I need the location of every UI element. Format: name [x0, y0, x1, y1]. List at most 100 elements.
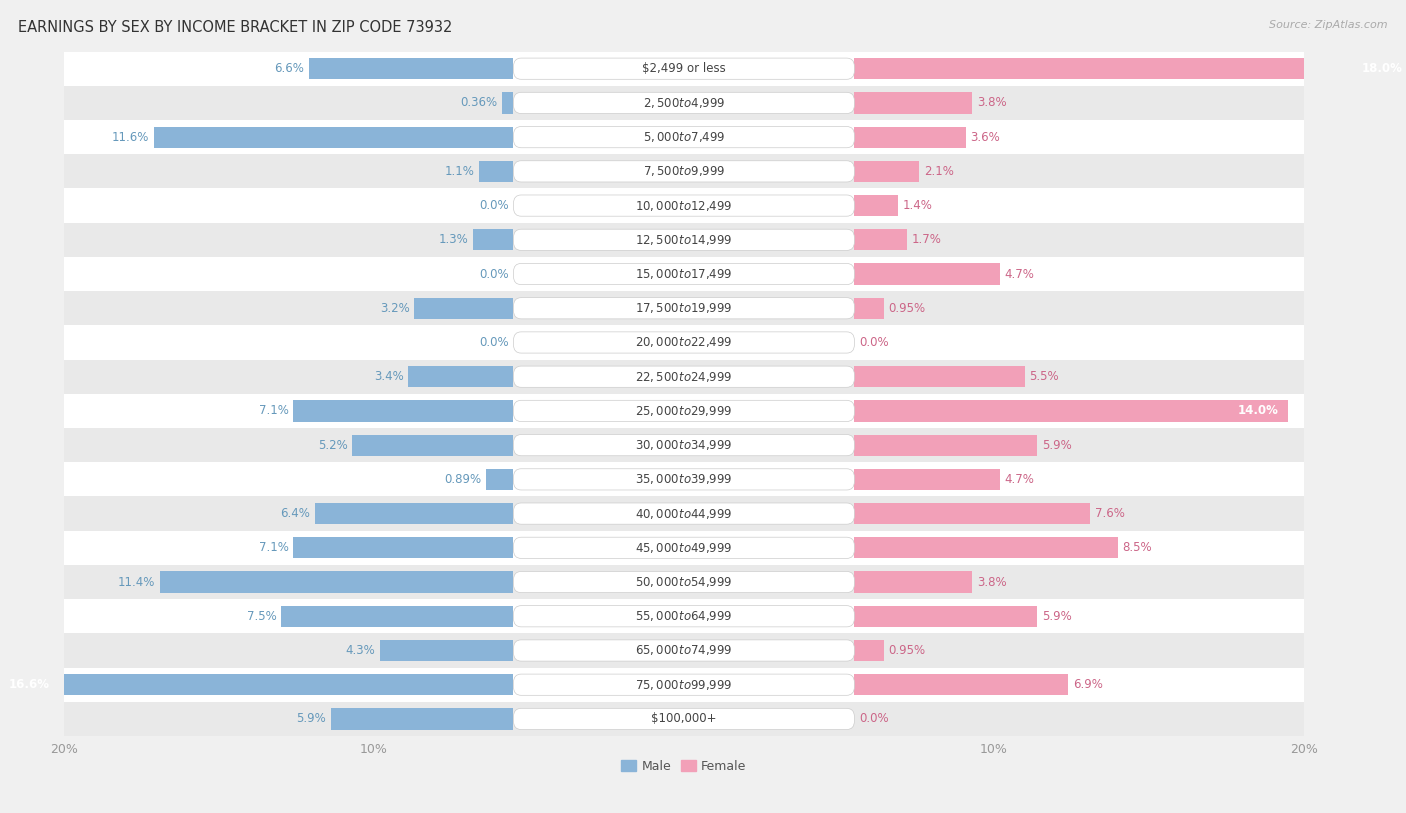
FancyBboxPatch shape: [513, 366, 855, 387]
Bar: [65, 667, 1303, 702]
Bar: [855, 503, 1090, 524]
Text: $5,000 to $7,499: $5,000 to $7,499: [643, 130, 725, 144]
FancyBboxPatch shape: [513, 127, 855, 148]
Bar: [855, 366, 1025, 387]
Text: 0.0%: 0.0%: [859, 712, 889, 725]
Bar: [855, 434, 1038, 456]
FancyBboxPatch shape: [513, 332, 855, 353]
Text: $40,000 to $44,999: $40,000 to $44,999: [636, 506, 733, 520]
Bar: [294, 537, 513, 559]
Text: $100,000+: $100,000+: [651, 712, 717, 725]
FancyBboxPatch shape: [513, 263, 855, 285]
Bar: [65, 359, 1303, 393]
FancyBboxPatch shape: [513, 400, 855, 421]
Bar: [380, 640, 513, 661]
Bar: [855, 537, 1118, 559]
Bar: [330, 708, 513, 729]
Bar: [65, 497, 1303, 531]
Text: 5.2%: 5.2%: [318, 439, 347, 452]
Text: 6.6%: 6.6%: [274, 63, 304, 75]
Text: 16.6%: 16.6%: [8, 678, 49, 691]
Bar: [65, 633, 1303, 667]
Bar: [309, 58, 513, 80]
Bar: [855, 127, 966, 148]
Bar: [486, 469, 513, 490]
Bar: [502, 93, 513, 114]
Text: $25,000 to $29,999: $25,000 to $29,999: [636, 404, 733, 418]
Text: $12,500 to $14,999: $12,500 to $14,999: [636, 233, 733, 247]
Text: 3.8%: 3.8%: [977, 576, 1007, 589]
FancyBboxPatch shape: [513, 469, 855, 490]
Text: $22,500 to $24,999: $22,500 to $24,999: [636, 370, 733, 384]
Bar: [65, 393, 1303, 428]
FancyBboxPatch shape: [513, 93, 855, 114]
Bar: [415, 298, 513, 319]
Text: 5.9%: 5.9%: [1042, 439, 1071, 452]
Text: 0.0%: 0.0%: [479, 199, 509, 212]
Text: $45,000 to $49,999: $45,000 to $49,999: [636, 541, 733, 554]
Bar: [474, 229, 513, 250]
FancyBboxPatch shape: [513, 58, 855, 80]
Bar: [65, 599, 1303, 633]
Text: 0.0%: 0.0%: [859, 336, 889, 349]
Bar: [65, 223, 1303, 257]
Text: $20,000 to $22,499: $20,000 to $22,499: [636, 336, 733, 350]
Bar: [855, 298, 884, 319]
FancyBboxPatch shape: [513, 572, 855, 593]
Text: 4.3%: 4.3%: [346, 644, 375, 657]
Text: $65,000 to $74,999: $65,000 to $74,999: [636, 643, 733, 658]
Bar: [65, 463, 1303, 497]
Text: $2,500 to $4,999: $2,500 to $4,999: [643, 96, 725, 110]
FancyBboxPatch shape: [513, 434, 855, 456]
Text: 7.5%: 7.5%: [246, 610, 277, 623]
Text: 7.1%: 7.1%: [259, 541, 288, 554]
Text: 6.9%: 6.9%: [1073, 678, 1102, 691]
Bar: [65, 531, 1303, 565]
Text: 18.0%: 18.0%: [1362, 63, 1403, 75]
Text: 1.7%: 1.7%: [911, 233, 942, 246]
Text: 3.2%: 3.2%: [380, 302, 409, 315]
Bar: [65, 702, 1303, 736]
Bar: [353, 434, 513, 456]
Text: 2.1%: 2.1%: [924, 165, 955, 178]
Text: $75,000 to $99,999: $75,000 to $99,999: [636, 678, 733, 692]
Bar: [65, 325, 1303, 359]
Bar: [479, 161, 513, 182]
Text: 3.6%: 3.6%: [970, 131, 1001, 144]
Text: 1.1%: 1.1%: [444, 165, 475, 178]
Text: 0.0%: 0.0%: [479, 267, 509, 280]
Text: $35,000 to $39,999: $35,000 to $39,999: [636, 472, 733, 486]
Text: 0.95%: 0.95%: [889, 644, 925, 657]
Bar: [65, 428, 1303, 463]
Text: 1.3%: 1.3%: [439, 233, 468, 246]
Bar: [65, 257, 1303, 291]
Text: 1.4%: 1.4%: [903, 199, 932, 212]
Text: 3.8%: 3.8%: [977, 97, 1007, 110]
Text: 0.95%: 0.95%: [889, 302, 925, 315]
Text: 7.6%: 7.6%: [1095, 507, 1125, 520]
FancyBboxPatch shape: [513, 229, 855, 250]
Bar: [855, 400, 1288, 421]
FancyBboxPatch shape: [513, 161, 855, 182]
Text: $30,000 to $34,999: $30,000 to $34,999: [636, 438, 733, 452]
Text: 0.0%: 0.0%: [479, 336, 509, 349]
Text: 0.36%: 0.36%: [461, 97, 498, 110]
FancyBboxPatch shape: [513, 537, 855, 559]
Bar: [855, 469, 1000, 490]
Text: $15,000 to $17,499: $15,000 to $17,499: [636, 267, 733, 281]
FancyBboxPatch shape: [513, 195, 855, 216]
Text: 5.9%: 5.9%: [297, 712, 326, 725]
Text: $17,500 to $19,999: $17,500 to $19,999: [636, 302, 733, 315]
Text: $2,499 or less: $2,499 or less: [643, 63, 725, 75]
Bar: [855, 606, 1038, 627]
Bar: [65, 86, 1303, 120]
Bar: [65, 51, 1303, 86]
Text: 14.0%: 14.0%: [1239, 404, 1279, 417]
Bar: [65, 120, 1303, 154]
Bar: [855, 195, 898, 216]
Bar: [65, 154, 1303, 189]
Text: 0.89%: 0.89%: [444, 473, 481, 486]
Bar: [855, 93, 972, 114]
Bar: [855, 674, 1069, 695]
Bar: [281, 606, 513, 627]
